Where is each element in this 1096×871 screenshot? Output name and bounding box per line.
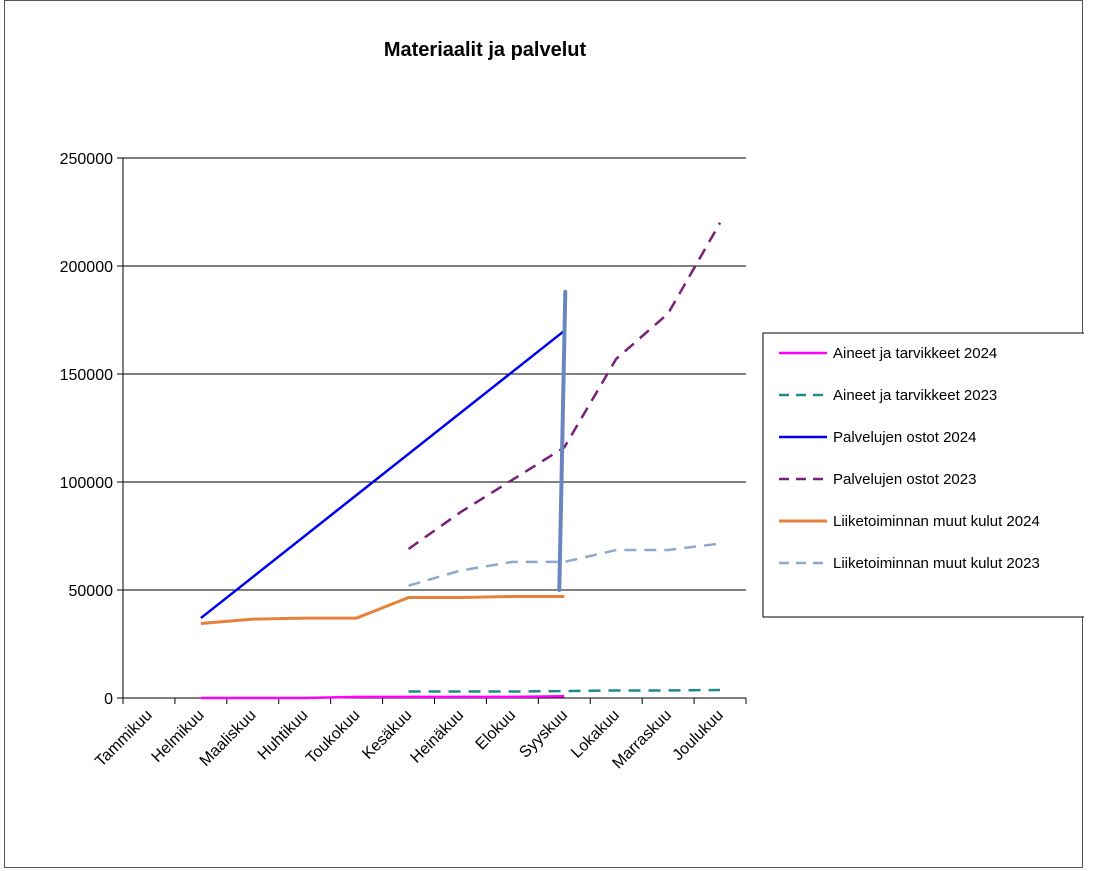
x-tick-label: Maaliskuu	[197, 707, 260, 770]
x-tick-label: Lokakuu	[568, 707, 623, 762]
y-tick-label: 250000	[60, 151, 113, 168]
legend-box	[762, 332, 1084, 618]
y-tick-label: 50000	[69, 583, 114, 600]
x-tick-label: Toukokuu	[303, 707, 363, 767]
y-tick-label: 100000	[60, 475, 113, 492]
series-line	[408, 688, 721, 693]
legend-label: Palvelujen ostot 2024	[833, 429, 976, 446]
series-line	[200, 695, 565, 700]
y-tick-label: 200000	[60, 259, 113, 276]
x-tick-label: Tammikuu	[92, 707, 156, 771]
legend-label: Liiketoiminnan muut kulut 2023	[833, 555, 1040, 572]
annotation-vertical-line	[557, 289, 568, 592]
legend-label: Aineet ja tarvikkeet 2023	[833, 387, 997, 404]
x-tick-label: Heinäkuu	[407, 707, 467, 767]
x-tick-label: Syyskuu	[516, 707, 571, 762]
x-tick-label: Elokuu	[473, 707, 520, 754]
series-line	[200, 594, 565, 625]
annotations	[557, 289, 568, 592]
legend-label: Aineet ja tarvikkeet 2024	[833, 345, 997, 362]
x-tick-label: Joulukuu	[670, 707, 727, 764]
series-lines	[200, 222, 722, 700]
legend-label: Palvelujen ostot 2023	[833, 471, 976, 488]
y-tick-label: 150000	[60, 367, 113, 384]
gridlines	[123, 157, 746, 591]
chart-svg: Materiaalit ja palvelut 0 50000 100000 1500…	[60, 39, 1084, 772]
chart-frame: Materiaalit ja palvelut 0 50000 100000 1500…	[4, 0, 1084, 868]
series-line	[408, 542, 721, 587]
series-line	[200, 329, 566, 620]
y-tick-label: 0	[104, 691, 113, 708]
axes: 0 50000 100000 150000 200000 250000 Tammikuu He…	[60, 151, 747, 772]
legend: Aineet ja tarvikkeet 2024 Aineet ja tarvi…	[762, 332, 1084, 618]
legend-label: Liiketoiminnan muut kulut 2024	[833, 513, 1040, 530]
chart-title: Materiaalit ja palvelut	[384, 39, 587, 61]
